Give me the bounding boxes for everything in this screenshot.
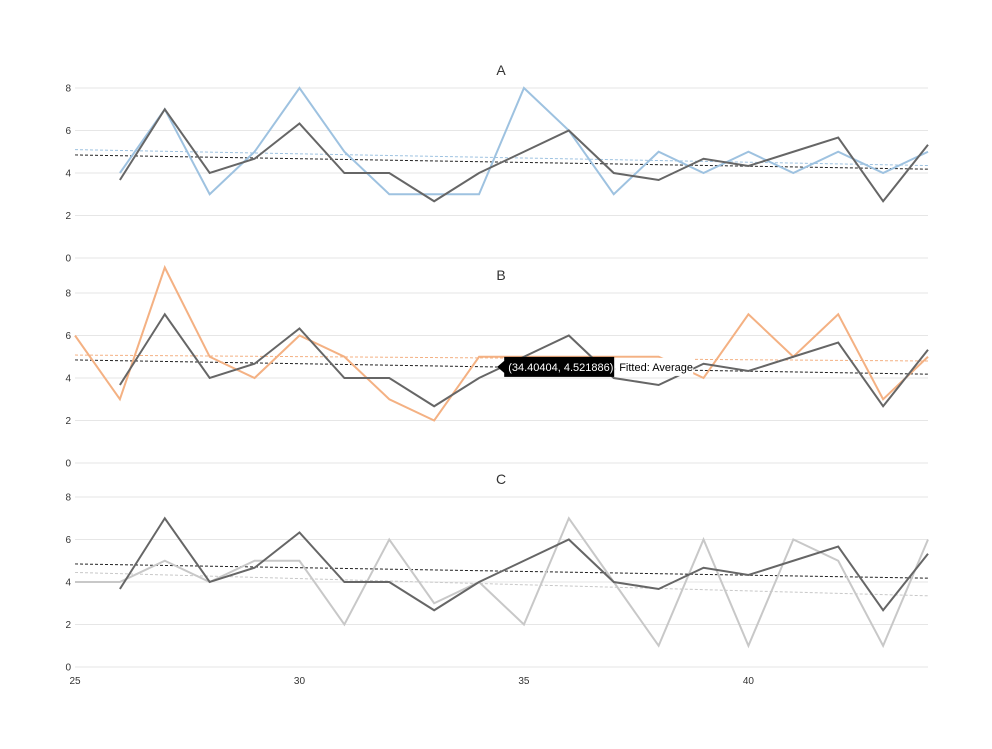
panel-title-b: B (496, 267, 505, 283)
series-line-c[interactable] (75, 516, 929, 649)
x-tick-label-40: 40 (743, 676, 755, 687)
y-tick-label-b-2: 2 (65, 416, 71, 427)
y-tick-label-c-0: 0 (65, 663, 71, 674)
series-line-b[interactable] (74, 264, 929, 422)
average-line-a[interactable] (119, 107, 929, 203)
x-tick-label-35: 35 (518, 676, 530, 687)
x-tick-label-25: 25 (69, 676, 81, 687)
y-tick-label-a-0: 0 (65, 254, 71, 265)
y-tick-label-b-0: 0 (65, 459, 71, 470)
average-line-b[interactable] (119, 312, 929, 408)
x-tick-label-30: 30 (294, 676, 306, 687)
tooltip-box (497, 356, 615, 377)
y-tick-label-a-6: 6 (65, 126, 71, 137)
y-tick-label-a-4: 4 (65, 169, 71, 180)
average-line-c[interactable] (119, 516, 929, 612)
series-line-a[interactable] (119, 86, 929, 196)
y-tick-label-a-2: 2 (65, 211, 71, 222)
y-tick-label-c-4: 4 (65, 578, 71, 589)
y-tick-label-a-8: 8 (65, 84, 71, 95)
y-tick-label-b-8: 8 (65, 289, 71, 300)
y-tick-label-c-6: 6 (65, 535, 71, 546)
y-tick-label-b-6: 6 (65, 331, 71, 342)
y-tick-label-b-4: 4 (65, 374, 71, 385)
tooltip-label-bg (615, 357, 694, 376)
panel-title-a: A (496, 62, 506, 78)
trend-line-a (74, 149, 929, 167)
y-tick-label-c-8: 8 (65, 493, 71, 504)
y-tick-label-c-2: 2 (65, 620, 71, 631)
tooltip-coords: (34.40404, 4.521886) (508, 362, 613, 374)
panel-title-c: C (496, 471, 506, 487)
tooltip-label: Fitted: Average (619, 362, 693, 374)
trend-line-c (74, 571, 929, 597)
